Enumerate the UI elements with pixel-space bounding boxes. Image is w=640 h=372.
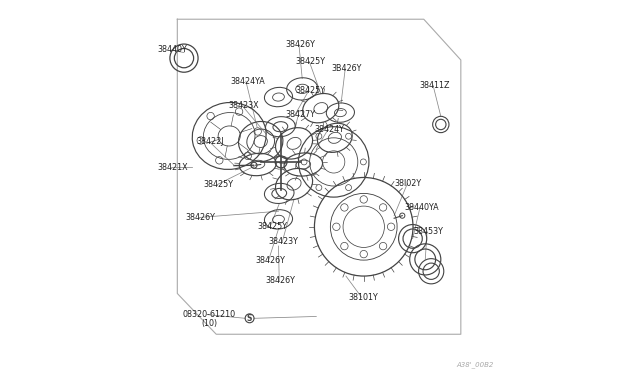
Text: 38440YA: 38440YA: [404, 203, 439, 212]
Text: 38411Z: 38411Z: [420, 81, 450, 90]
Text: 38426Y: 38426Y: [255, 256, 285, 265]
Text: 38425Y: 38425Y: [204, 180, 233, 189]
Text: 38I02Y: 38I02Y: [394, 179, 421, 188]
Text: 38426Y: 38426Y: [266, 276, 296, 285]
Text: 08320-61210: 08320-61210: [183, 310, 236, 319]
Text: A38'_00B2: A38'_00B2: [457, 361, 494, 368]
Text: 38423Y: 38423Y: [269, 237, 299, 247]
Text: 38422J: 38422J: [196, 137, 224, 147]
Text: 3B426Y: 3B426Y: [332, 64, 362, 73]
Text: 38425Y: 38425Y: [296, 86, 326, 95]
Text: (10): (10): [202, 320, 218, 328]
Text: 38440Y: 38440Y: [157, 45, 188, 54]
Text: S: S: [247, 314, 252, 323]
Text: 38421X: 38421X: [157, 163, 188, 172]
Text: 38101Y: 38101Y: [348, 293, 378, 302]
Text: 38423X: 38423X: [228, 101, 259, 110]
Text: 38424YA: 38424YA: [230, 77, 265, 86]
Text: 38453Y: 38453Y: [414, 227, 444, 236]
Text: 38425Y: 38425Y: [257, 221, 287, 231]
Text: 38426Y: 38426Y: [285, 39, 316, 49]
Text: 38427Y: 38427Y: [285, 110, 315, 119]
Text: 38424Y: 38424Y: [315, 125, 345, 134]
Text: 38425Y: 38425Y: [296, 57, 326, 66]
Text: 38426Y: 38426Y: [186, 213, 216, 222]
